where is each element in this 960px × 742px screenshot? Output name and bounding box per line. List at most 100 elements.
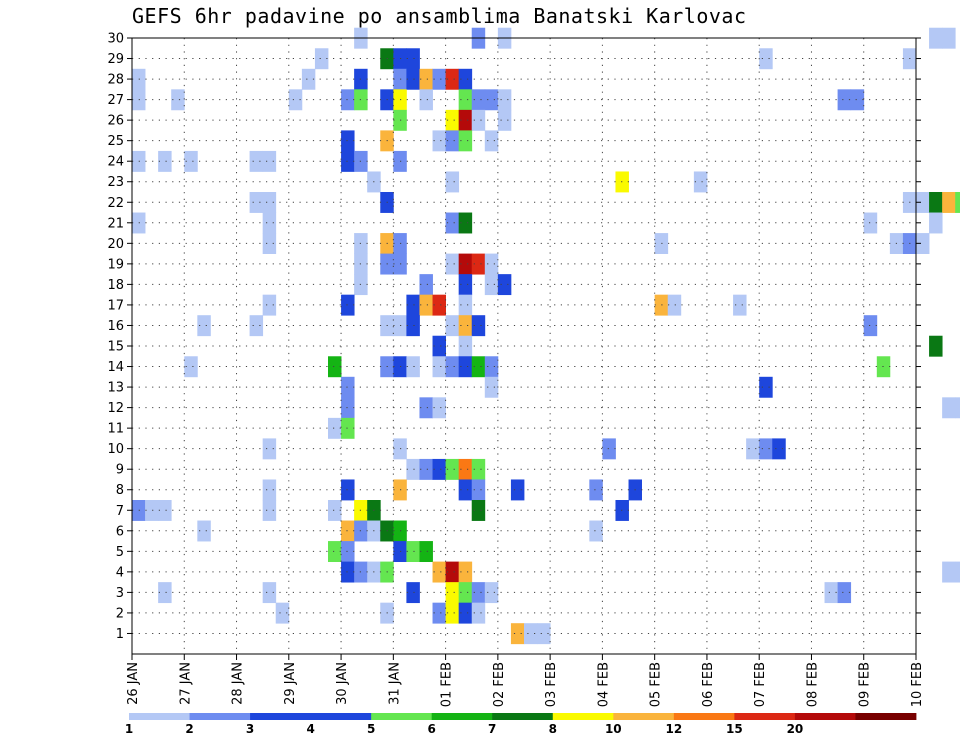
heatmap-cell — [929, 192, 943, 213]
heatmap-cell — [419, 68, 433, 90]
heatmap-cell — [445, 68, 460, 90]
heatmap-cell — [432, 458, 446, 480]
y-tick-label: 10 — [107, 442, 124, 457]
heatmap-cell — [471, 458, 486, 480]
heatmap-cell — [458, 335, 473, 357]
heatmap-cell — [262, 500, 277, 521]
y-tick-label: 14 — [107, 360, 124, 375]
x-tick-label: 03 FEB — [544, 662, 559, 707]
colorbar-label: 8 — [549, 722, 557, 736]
heatmap-cell — [458, 212, 473, 234]
heatmap-cell — [406, 458, 420, 480]
heatmap-cell — [458, 68, 473, 90]
heatmap-cell — [955, 192, 960, 213]
x-tick-label: 05 FEB — [649, 662, 664, 707]
heatmap-cell — [328, 541, 342, 562]
heatmap-cell — [158, 500, 172, 521]
heatmap-cell — [602, 438, 616, 460]
x-tick-label: 06 FEB — [701, 662, 716, 707]
heatmap-cell — [184, 356, 198, 378]
colorbar-swatch — [310, 713, 372, 720]
y-tick-label: 18 — [107, 278, 124, 293]
heatmap-cell — [484, 89, 499, 111]
heatmap-cell — [445, 315, 460, 337]
heatmap-cell — [916, 192, 930, 213]
heatmap-cell — [458, 89, 473, 111]
heatmap-cell — [341, 479, 355, 501]
heatmap-cell — [249, 315, 264, 337]
heatmap-cell — [484, 253, 499, 275]
heatmap-cell — [432, 294, 446, 316]
heatmap-cell — [537, 623, 551, 645]
heatmap-cell — [419, 89, 433, 111]
heatmap-cell — [406, 356, 420, 378]
y-tick-label: 24 — [107, 155, 124, 170]
heatmap-cell — [759, 376, 773, 398]
heatmap-cell — [772, 438, 786, 460]
heatmap-cell — [432, 130, 446, 152]
heatmap-cell — [262, 438, 277, 460]
heatmap-cell — [458, 479, 473, 501]
heatmap-cell — [432, 68, 446, 90]
colorbar-label: 5 — [367, 722, 375, 736]
y-tick-label: 26 — [107, 114, 124, 129]
heatmap-cell — [471, 479, 486, 501]
colorbar-label: 12 — [665, 722, 682, 736]
heatmap-cell — [432, 335, 446, 357]
heatmap-cell — [419, 541, 433, 562]
heatmap-cell — [249, 150, 264, 172]
y-tick-label: 4 — [116, 565, 124, 580]
heatmap-cell — [406, 582, 420, 604]
heatmap-cell — [484, 130, 499, 152]
heatmap-cell — [341, 130, 355, 152]
heatmap-cell — [458, 294, 473, 316]
x-tick-label: 28 JAN — [231, 662, 246, 705]
heatmap-cell — [197, 315, 211, 337]
heatmap-cell — [145, 500, 159, 521]
heatmap-cell — [341, 397, 355, 419]
x-tick-label: 01 FEB — [440, 662, 455, 707]
heatmap-cell — [432, 356, 446, 378]
grid-lines — [132, 38, 916, 654]
heatmap-cell — [262, 212, 277, 234]
heatmap-cell — [824, 582, 838, 604]
heatmap-cell — [262, 582, 277, 604]
heatmap-cell — [445, 356, 460, 378]
y-tick-label: 25 — [107, 134, 124, 149]
heatmap-cell — [328, 356, 342, 378]
heatmap-cell — [471, 315, 486, 337]
heatmap-cell — [445, 212, 460, 234]
y-tick-label: 11 — [107, 422, 124, 437]
heatmap-cell — [275, 602, 290, 624]
x-tick-label: 08 FEB — [805, 662, 820, 707]
colorbar-swatch — [855, 713, 917, 720]
colorbar-label: 7 — [488, 722, 496, 736]
x-tick-label: 02 FEB — [492, 662, 507, 707]
heatmap-cell — [471, 500, 486, 521]
heatmap-cell — [458, 356, 473, 378]
y-tick-label: 21 — [107, 216, 124, 231]
heatmap-cell — [419, 294, 433, 316]
heatmap-cell — [510, 623, 525, 645]
heatmap-cell — [406, 294, 420, 316]
colorbar-label: 3 — [246, 722, 254, 736]
x-tick-label: 09 FEB — [858, 662, 873, 707]
y-tick-label: 28 — [107, 73, 124, 88]
colorbar-label: 20 — [787, 722, 804, 736]
heatmap-cell — [262, 294, 277, 316]
heatmap-cell — [445, 458, 460, 480]
heatmap-cell — [341, 520, 355, 542]
x-tick-label: 30 JAN — [335, 662, 350, 705]
y-tick-label: 17 — [107, 298, 124, 313]
heatmap-cell — [942, 192, 956, 213]
y-tick-label: 15 — [107, 340, 124, 355]
x-tick-label: 29 JAN — [283, 662, 298, 705]
heatmap-cell — [458, 582, 473, 604]
heatmap-cell — [445, 561, 460, 583]
y-tick-label: 29 — [107, 52, 124, 67]
heatmap-cell — [471, 253, 486, 275]
colorbar-label: 4 — [306, 722, 314, 736]
heatmap-cell — [301, 68, 316, 90]
y-tick-label: 3 — [116, 586, 124, 601]
heatmap-cell — [262, 150, 277, 172]
